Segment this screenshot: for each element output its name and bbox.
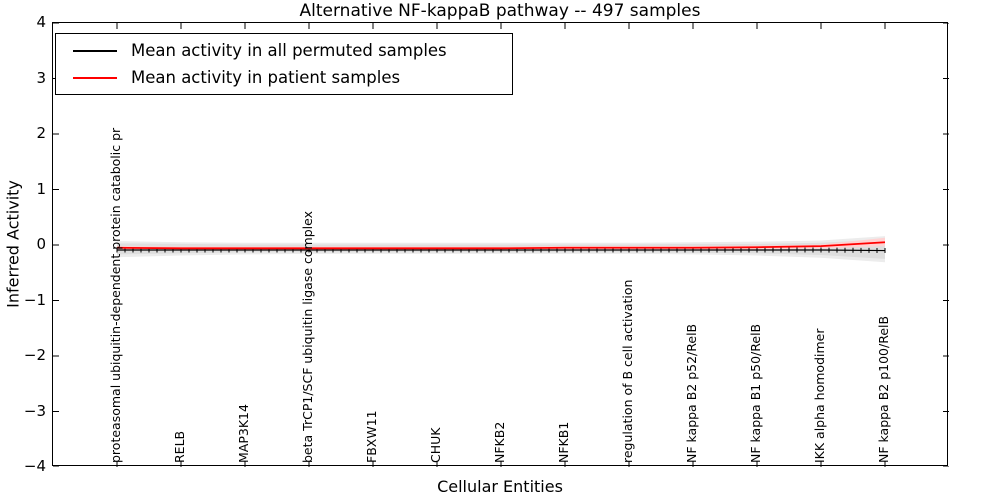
x-tick-label: NFKB2 (492, 421, 507, 463)
y-tick-label: −3 (23, 401, 46, 420)
y-tick-label: 1 (36, 179, 46, 198)
legend-entry-permuted: Mean activity in all permuted samples (56, 37, 512, 64)
y-tick-label: 4 (36, 13, 46, 31)
y-tick-label: 3 (36, 68, 46, 87)
x-tick-label: IKK alpha homodimer (812, 328, 827, 464)
legend-label-patient: Mean activity in patient samples (131, 68, 401, 87)
x-tick-label: RELB (172, 430, 187, 463)
x-tick-label: beta TrCP1/SCF ubiquitin ligase complex (300, 211, 315, 463)
legend-entry-patient: Mean activity in patient samples (56, 64, 512, 91)
x-tick-label: MAP3K14 (236, 404, 251, 463)
plot-canvas (53, 23, 949, 467)
x-tick-label: NF kappa B2 p52/RelB (684, 323, 699, 463)
y-tick-label: −4 (23, 457, 46, 475)
plot-area (52, 22, 949, 467)
chart-title: Alternative NF-kappaB pathway -- 497 sam… (299, 1, 701, 21)
x-tick-label: NF kappa B1 p50/RelB (748, 323, 763, 463)
y-tick-label: 2 (36, 124, 46, 142)
patient-mean-line (116, 241, 886, 250)
permuted-mean-line (117, 249, 886, 252)
permuted-line-sample-icon (73, 49, 117, 52)
x-axis-label: Cellular Entities (437, 477, 563, 496)
y-tick-label: 0 (36, 235, 46, 253)
x-tick-label: NFKB1 (556, 421, 571, 463)
legend-label-permuted: Mean activity in all permuted samples (131, 41, 447, 60)
x-tick-label: FBXW11 (364, 410, 379, 463)
y-tick-label: −1 (23, 290, 46, 309)
patient-line-sample-icon (73, 76, 117, 79)
legend: Mean activity in all permuted samples Me… (55, 33, 513, 95)
x-tick-label: regulation of B cell activation (620, 279, 635, 463)
x-tick-label: CHUK (428, 427, 443, 463)
x-tick-label: proteasomal ubiquitin-dependent protein … (108, 127, 123, 463)
y-tick-label: −2 (23, 346, 46, 364)
x-tick-label: NF kappa B2 p100/RelB (876, 315, 891, 463)
